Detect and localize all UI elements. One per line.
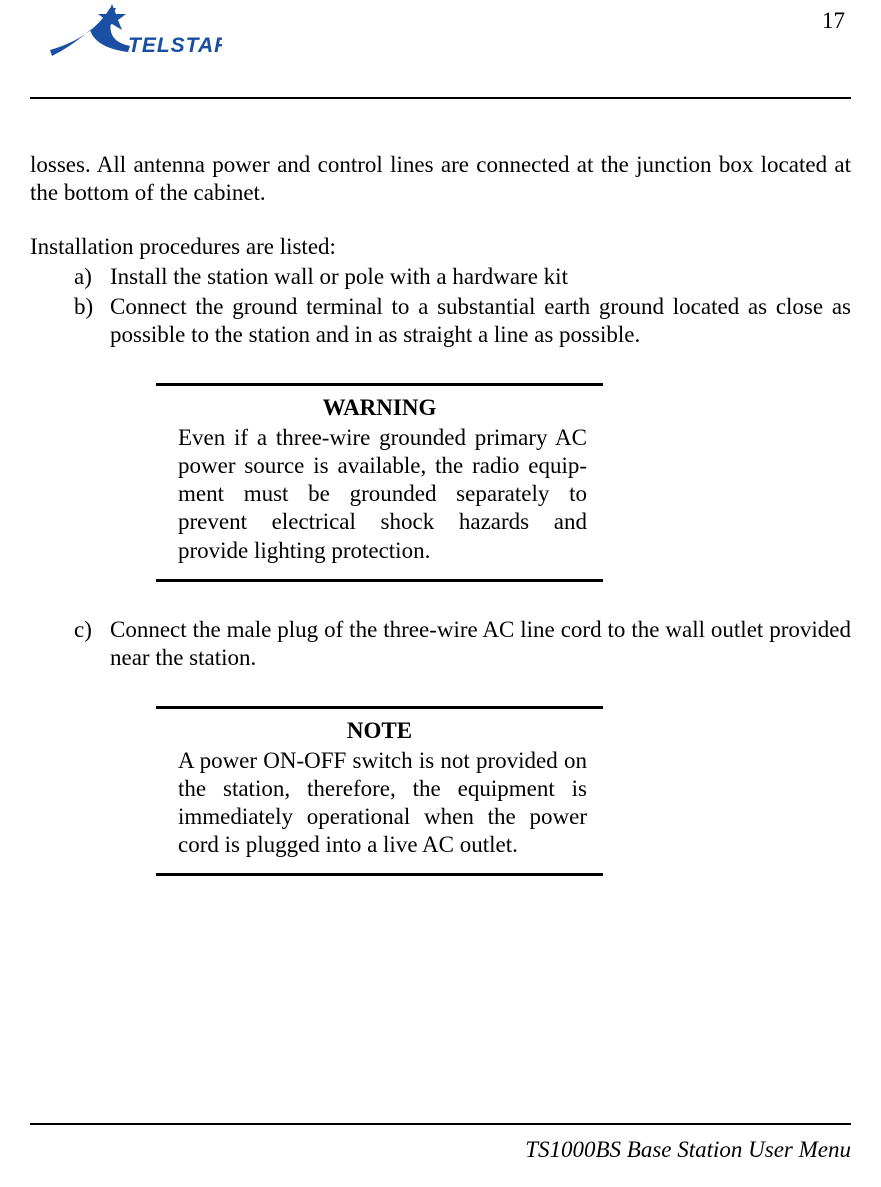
note-box: NOTE A power ON-OFF switch is not provid… (156, 706, 603, 876)
page-number: 17 (822, 8, 845, 34)
list-marker: b) (74, 293, 110, 349)
list-text: Connect the ground terminal to a substan… (110, 293, 851, 349)
warning-title: WARNING (156, 394, 603, 422)
svg-text:TELSTAR: TELSTAR (128, 34, 222, 57)
list-item-b: b) Connect the ground terminal to a subs… (74, 293, 851, 349)
note-title: NOTE (156, 717, 603, 745)
list-item-a: a) Install the station wall or pole with… (74, 263, 851, 291)
telstar-logo-icon: TELSTAR (42, 0, 222, 72)
install-heading: Installation procedures are listed: (30, 233, 851, 261)
note-text: A power ON-OFF switch is not provided on… (156, 747, 603, 859)
install-list: a) Install the station wall or pole with… (30, 263, 851, 349)
list-item-c: c) Connect the male plug of the three-wi… (74, 616, 851, 672)
logo: TELSTAR (42, 0, 222, 72)
content-area: losses. All antenna power and control li… (0, 99, 881, 876)
warning-box: WARNING Even if a three-wire grounded pr… (156, 383, 603, 581)
footer-divider (30, 1123, 851, 1125)
intro-paragraph: losses. All antenna power and control li… (30, 151, 851, 207)
list-text: Connect the male plug of the three-wire … (110, 616, 851, 672)
footer-text: TS1000BS Base Station User Menu (30, 1137, 851, 1163)
warning-text: Even if a three-wire grounded primary AC… (156, 424, 603, 564)
header: 17 TELSTAR (0, 0, 881, 85)
list-marker: c) (74, 616, 110, 672)
page: 17 TELSTAR losses. All antenna power and… (0, 0, 881, 1187)
footer: TS1000BS Base Station User Menu (30, 1123, 851, 1163)
list-marker: a) (74, 263, 110, 291)
list-text: Install the station wall or pole with a … (110, 263, 851, 291)
install-list-cont: c) Connect the male plug of the three-wi… (30, 616, 851, 672)
